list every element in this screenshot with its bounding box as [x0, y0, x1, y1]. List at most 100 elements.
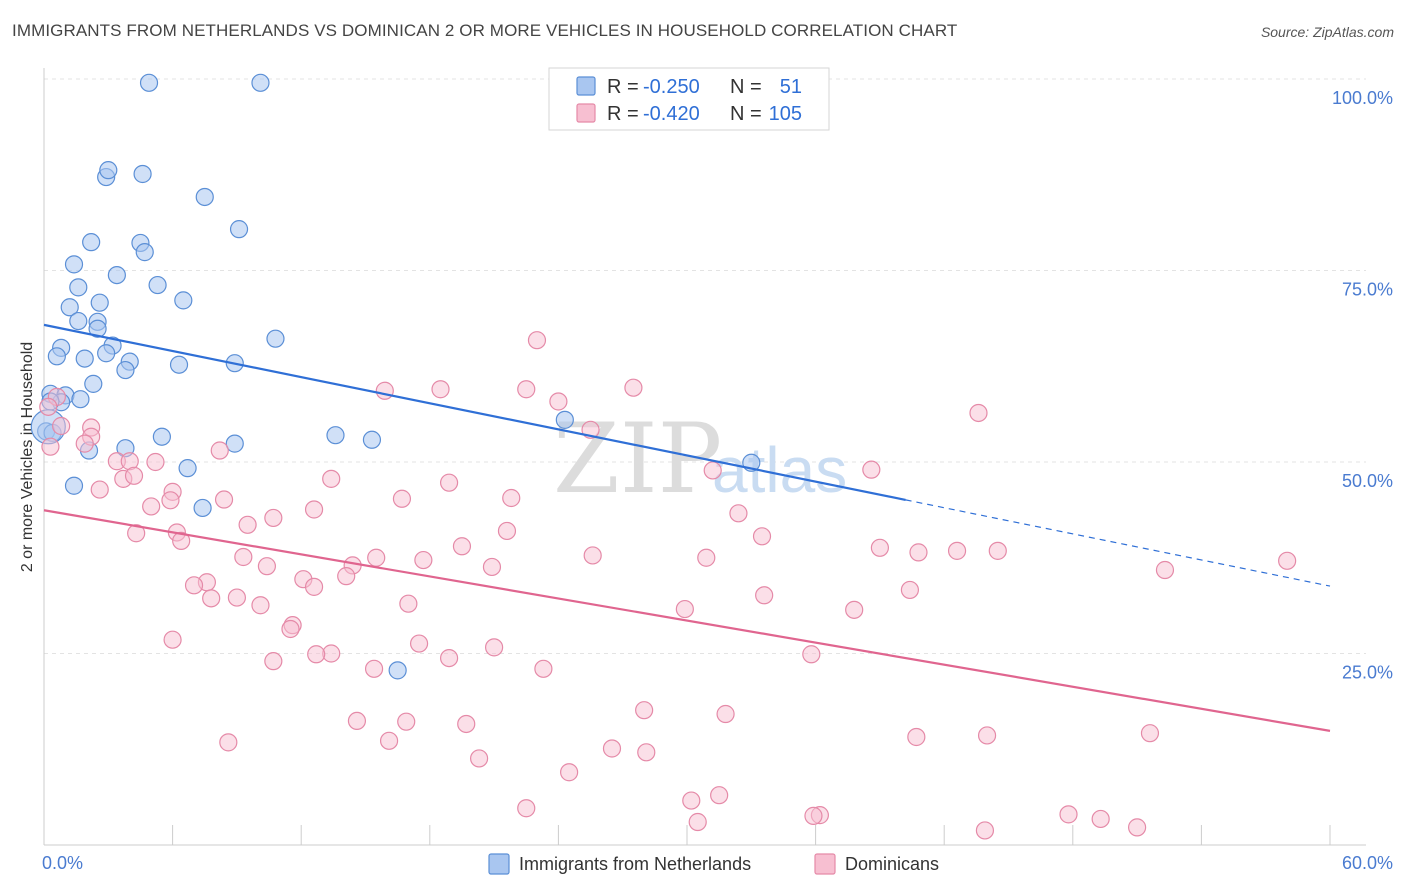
data-point-dominicans: [862, 460, 881, 479]
data-point-netherlands: [88, 319, 107, 338]
y-tick-label: 50.0%: [1342, 471, 1393, 491]
data-point-dominicans: [439, 473, 459, 492]
data-point-netherlands: [64, 255, 84, 274]
data-point-dominicans: [870, 538, 890, 557]
data-point-dominicans: [534, 659, 553, 678]
data-point-netherlands: [75, 349, 94, 368]
data-point-dominicans: [688, 812, 707, 832]
trend-line-netherlands-dashed: [905, 499, 1331, 587]
watermark-zip: ZIP: [553, 403, 722, 515]
data-point-netherlands: [555, 410, 574, 429]
data-point-dominicans: [907, 727, 926, 747]
data-point-dominicans: [124, 466, 144, 485]
chart-title: IMMIGRANTS FROM NETHERLANDS VS DOMINICAN…: [12, 21, 958, 40]
trend-lines: [43, 323, 1331, 732]
data-point-dominicans: [1059, 805, 1078, 824]
data-point-netherlands: [225, 434, 244, 453]
data-point-dominicans: [364, 659, 384, 678]
data-point-dominicans: [804, 806, 823, 825]
legend-swatch-dominicans: [576, 103, 596, 123]
data-point-dominicans: [41, 437, 60, 456]
data-point-dominicans: [127, 524, 146, 543]
data-point-dominicans: [517, 380, 536, 399]
data-point-dominicans: [527, 331, 547, 350]
watermark-atlas: atlas: [712, 434, 847, 506]
data-point-dominicans: [431, 380, 450, 399]
data-point-dominicans: [549, 392, 568, 411]
data-point-dominicans: [703, 461, 722, 480]
data-point-dominicans: [257, 557, 277, 576]
data-point-netherlands: [178, 459, 197, 478]
data-point-netherlands: [90, 293, 109, 312]
legend-r-value-2: -0.420: [643, 103, 700, 125]
data-point-dominicans: [729, 504, 748, 523]
data-point-netherlands: [139, 73, 159, 92]
data-point-dominicans: [752, 527, 772, 546]
data-point-dominicans: [161, 491, 180, 510]
data-point-netherlands: [60, 298, 79, 317]
data-point-dominicans: [75, 434, 94, 453]
data-point-dominicans: [322, 469, 341, 488]
data-point-dominicans: [497, 521, 517, 541]
data-point-dominicans: [1140, 724, 1160, 743]
data-point-netherlands: [169, 355, 189, 374]
data-point-dominicans: [845, 600, 864, 619]
data-point-dominicans: [210, 441, 229, 460]
data-point-netherlands: [195, 187, 214, 207]
data-point-netherlands: [266, 329, 285, 348]
legend-n-label-1: N =: [730, 76, 762, 98]
data-point-dominicans: [307, 645, 326, 664]
data-point-dominicans: [900, 580, 920, 600]
data-point-dominicans: [337, 567, 356, 586]
y-axis-title: 2 or more Vehicles in Household: [19, 342, 36, 572]
data-point-dominicans: [214, 490, 234, 509]
x-tick-label: 0.0%: [42, 853, 83, 873]
data-point-dominicans: [1091, 809, 1110, 829]
data-point-netherlands: [362, 430, 382, 449]
source-label: Source: ZipAtlas.com: [1260, 24, 1394, 40]
data-point-netherlands: [148, 275, 167, 295]
data-point-netherlands: [326, 426, 345, 445]
legend-r-label-1: R =: [607, 76, 639, 98]
data-point-dominicans: [560, 763, 579, 782]
data-point-dominicans: [392, 489, 412, 508]
data-point-dominicans: [635, 701, 654, 720]
data-point-netherlands: [193, 498, 212, 518]
data-point-netherlands: [69, 311, 88, 331]
legend-n-value-1: 51: [780, 76, 802, 98]
data-point-dominicans: [264, 508, 283, 528]
data-point-netherlands: [133, 164, 152, 184]
data-point-dominicans: [909, 543, 928, 562]
top-legend: R = -0.250 N = 51 R = -0.420 N = 105: [548, 67, 830, 131]
data-point-dominicans: [304, 500, 324, 519]
data-point-dominicans: [163, 630, 182, 649]
data-point-netherlands: [97, 344, 116, 363]
bottom-legend-swatch-dominicans: [814, 853, 836, 875]
data-point-dominicans: [142, 497, 161, 516]
data-point-dominicans: [172, 531, 191, 550]
legend-n-label-2: N =: [730, 103, 762, 125]
data-point-netherlands: [71, 390, 90, 409]
data-point-dominicans: [251, 596, 270, 615]
data-point-dominicans: [802, 645, 821, 664]
data-point-dominicans: [947, 541, 967, 560]
bottom-legend-swatch-netherlands: [488, 853, 510, 875]
data-point-dominicans: [409, 634, 429, 653]
legend-n-value-2: 105: [769, 103, 802, 125]
dominican-points: [39, 331, 1297, 840]
data-point-dominicans: [414, 550, 433, 570]
legend-swatch-netherlands: [576, 76, 596, 96]
data-point-dominicans: [439, 648, 459, 668]
data-point-dominicans: [755, 586, 774, 605]
data-point-dominicans: [304, 577, 324, 596]
data-point-netherlands: [174, 291, 193, 310]
bottom-legend-label-netherlands: Immigrants from Netherlands: [519, 854, 751, 874]
data-point-dominicans: [975, 821, 995, 840]
data-point-dominicans: [469, 749, 489, 768]
data-point-dominicans: [602, 739, 622, 758]
data-point-dominicans: [482, 557, 502, 577]
data-point-dominicans: [977, 726, 997, 745]
data-point-netherlands: [84, 374, 103, 393]
data-point-dominicans: [281, 619, 300, 639]
